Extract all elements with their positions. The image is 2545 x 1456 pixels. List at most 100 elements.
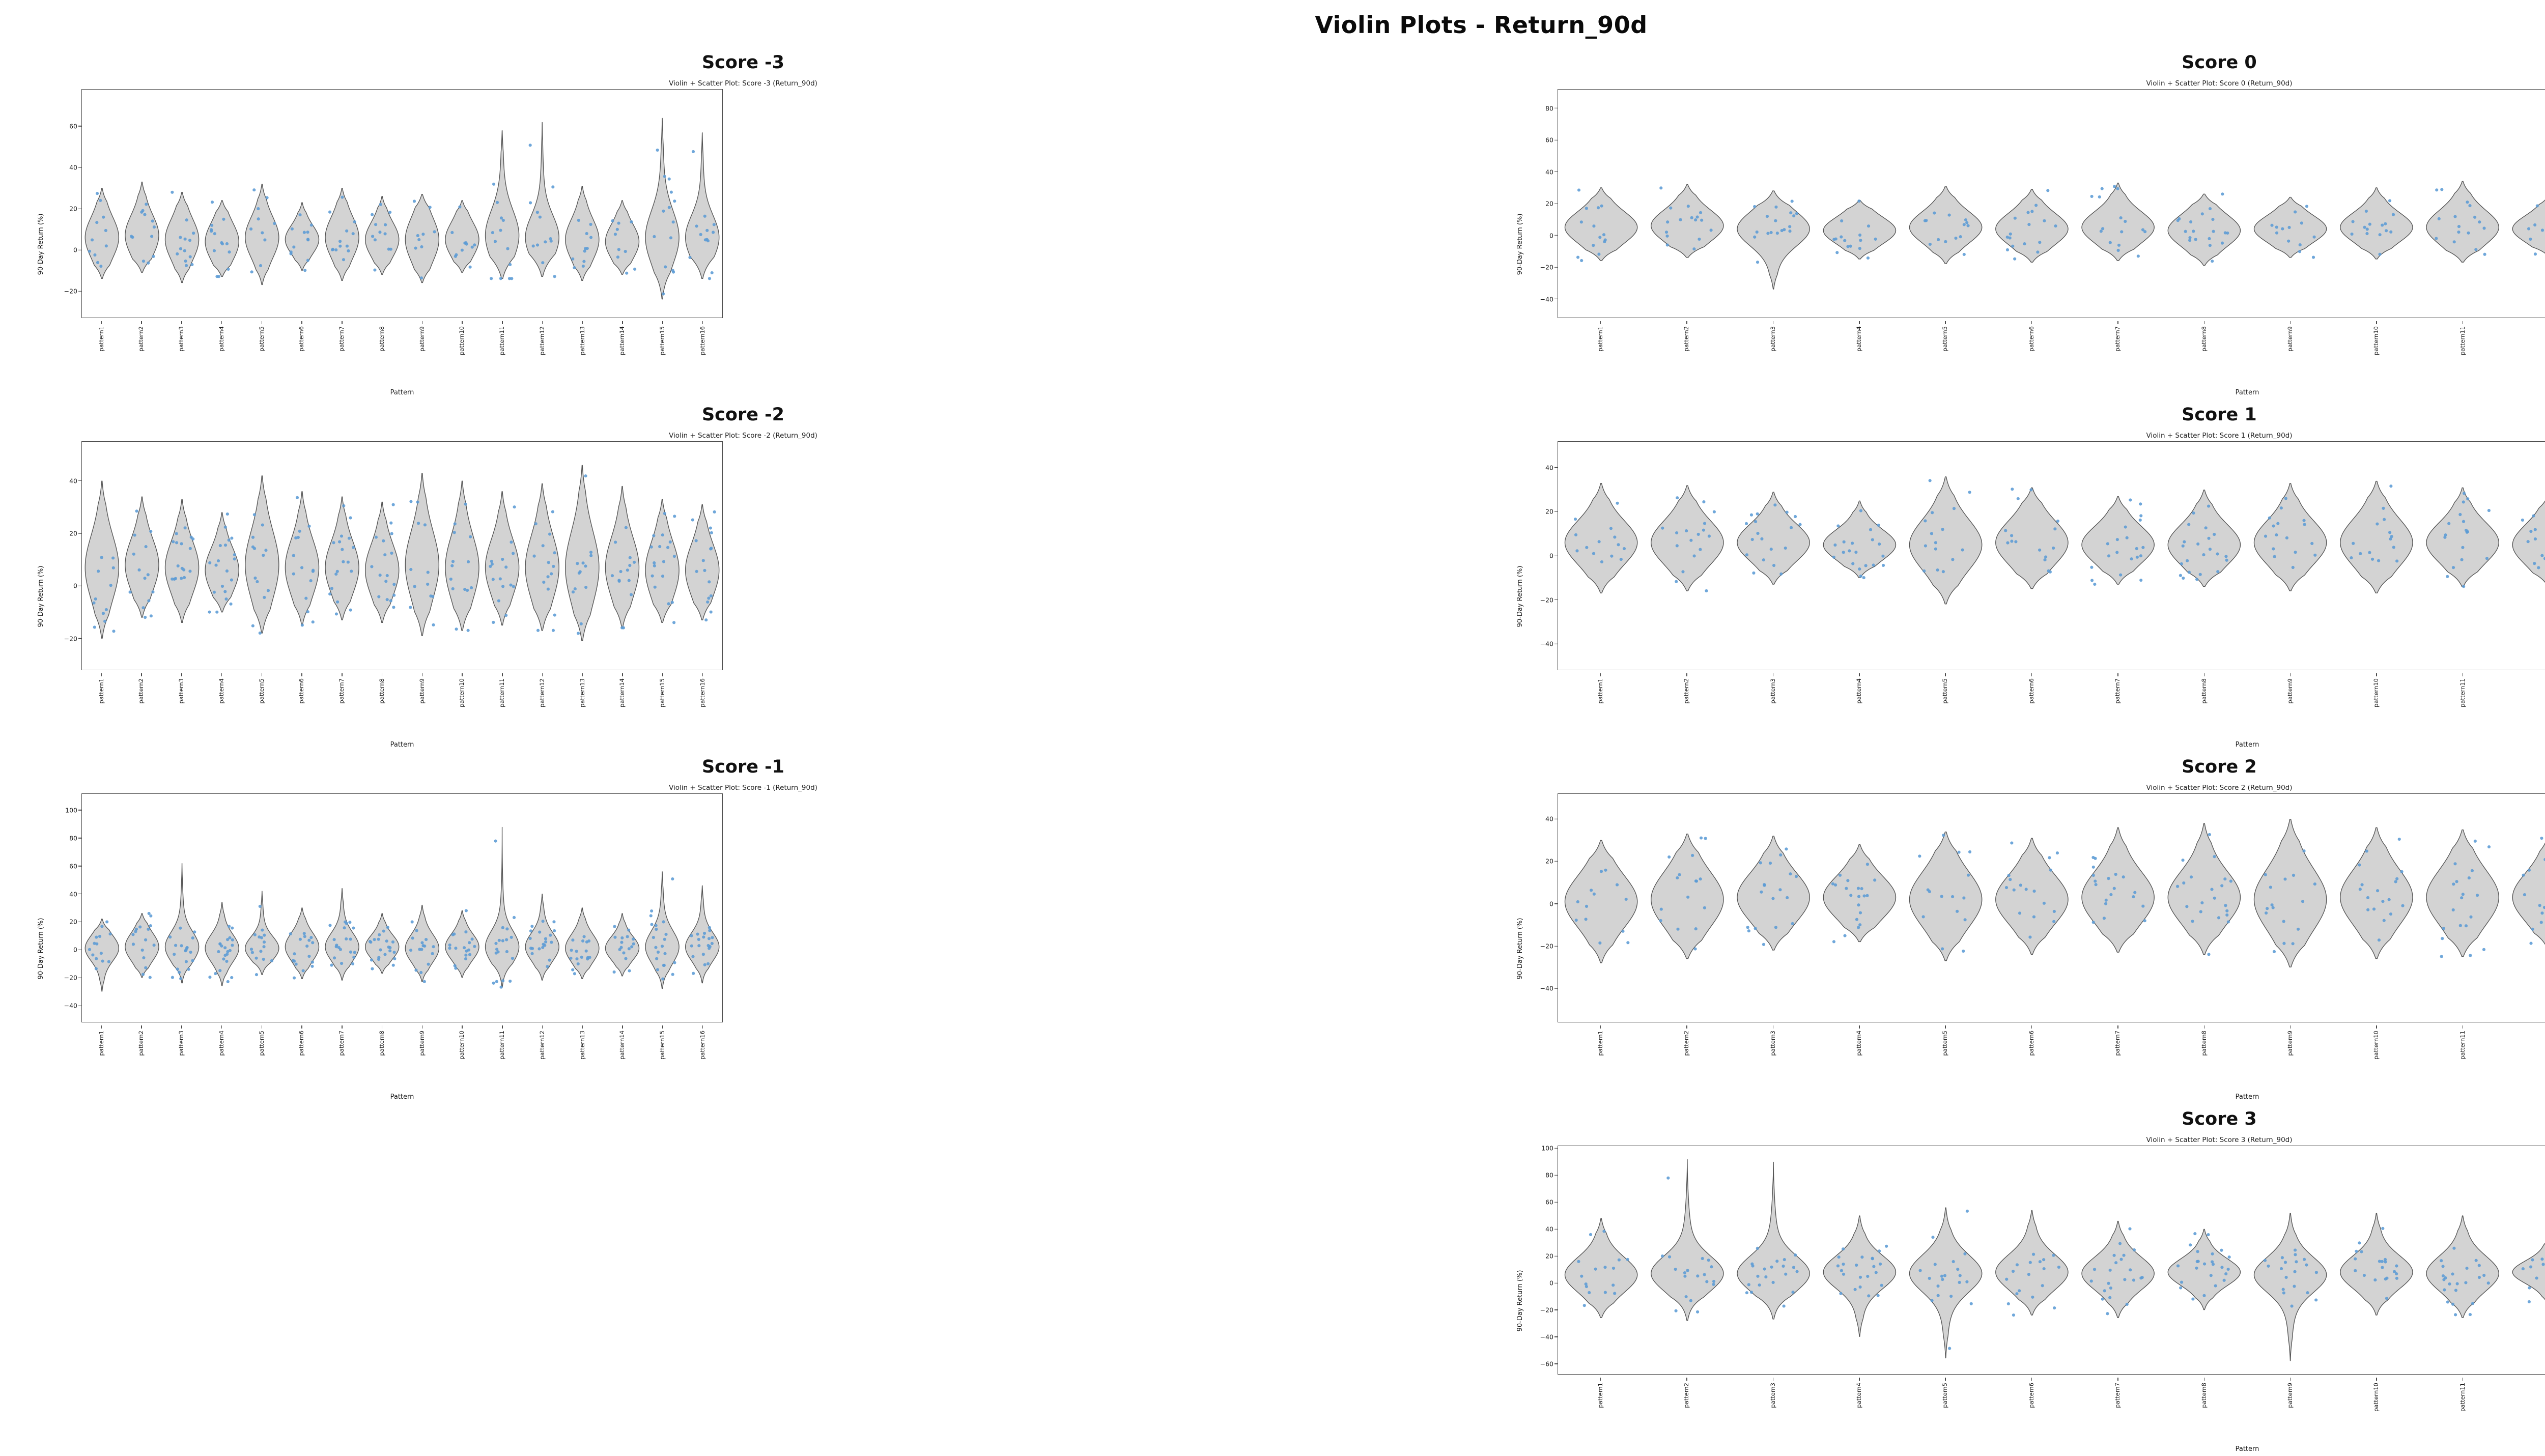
scatter-point (1784, 1272, 1788, 1276)
scatter-point (658, 545, 662, 549)
scatter-point (652, 935, 655, 939)
scatter-point (378, 231, 382, 234)
scatter-point (1659, 186, 1663, 190)
x-tick-pattern11: pattern11 (497, 1025, 507, 1062)
scatter-point (710, 531, 713, 534)
scatter-point (2208, 237, 2211, 240)
scatter-point (311, 569, 315, 573)
x-axis-label: Pattern (390, 741, 414, 749)
x-tick-mark (1600, 321, 1601, 324)
scatter-point (2180, 1280, 2184, 1284)
scatter-point (1747, 1283, 1750, 1287)
scatter-point (2453, 215, 2457, 218)
scatter-point (228, 949, 232, 952)
scatter-point (553, 613, 556, 617)
x-tick-label: pattern2 (137, 678, 145, 704)
panel-subtitle: Violin + Scatter Plot: Score -3 (Return_… (669, 79, 817, 88)
scatter-point (352, 546, 355, 549)
scatter-point (1840, 1269, 1843, 1272)
scatter-point (2287, 239, 2290, 243)
scatter-point (2532, 514, 2535, 518)
violin-body (565, 465, 600, 642)
scatter-point (2093, 582, 2097, 586)
x-tick-mark (2376, 1378, 2377, 1381)
scatter-point (2468, 1312, 2472, 1317)
violin-panel-score--2: Score -2 Violin + Scatter Plot: Score -2 … (5, 401, 1481, 752)
scatter-point (1745, 553, 1749, 557)
violin-body (1737, 836, 1810, 951)
scatter-point (2372, 907, 2376, 911)
scatter-point (336, 600, 340, 604)
scatter-point (2543, 557, 2545, 560)
violin-pattern8 (364, 196, 400, 275)
violin-body (645, 871, 680, 989)
violin-body (1737, 190, 1810, 290)
x-tick-label: pattern11 (2458, 1383, 2466, 1412)
scatter-point (1930, 1299, 1934, 1302)
x-tick-pattern9: pattern9 (2285, 1378, 2296, 1410)
scatter-point (345, 922, 348, 925)
scatter-point (2132, 895, 2135, 899)
scatter-point (494, 839, 497, 843)
scatter-point (707, 596, 711, 600)
scatter-point (2129, 498, 2132, 502)
scatter-point (1965, 1209, 1969, 1213)
scatter-point (2202, 1262, 2207, 1266)
scatter-point (306, 238, 310, 241)
x-tick-pattern5: pattern5 (257, 673, 267, 706)
x-tick-pattern15: pattern15 (658, 673, 668, 709)
scatter-point (1699, 548, 1702, 551)
y-tick: −40 (1540, 1333, 1558, 1340)
scatter-point (617, 248, 620, 251)
scatter-point (1962, 223, 1966, 226)
violin-pattern3 (164, 190, 200, 283)
x-tick-label: pattern7 (2114, 1383, 2122, 1408)
scatter-point (261, 523, 264, 527)
scatter-point (2091, 873, 2095, 877)
scatter-point (650, 923, 654, 926)
scatter-point (2224, 904, 2227, 907)
violin-body (2340, 480, 2413, 593)
scatter-point (2454, 1313, 2457, 1317)
scatter-point (1597, 540, 1601, 544)
scatter-point (1694, 927, 1698, 931)
scatter-point (1604, 868, 1607, 872)
scatter-point (656, 950, 660, 954)
scatter-point (1940, 1274, 1944, 1278)
scatter-point (650, 909, 654, 913)
scatter-point (453, 522, 457, 526)
violin-pattern11 (485, 826, 520, 989)
violin-pattern7 (2081, 827, 2155, 953)
x-tick-label: pattern1 (97, 678, 105, 704)
scatter-point (144, 966, 148, 969)
x-tick-pattern2: pattern2 (136, 673, 147, 706)
scatter-point (307, 954, 311, 958)
scatter-point (431, 952, 434, 955)
scatter-point (2217, 916, 2221, 920)
scatter-point (231, 944, 234, 947)
scatter-point (1865, 863, 1870, 866)
scatter-point (306, 610, 309, 614)
scatter-point (691, 955, 695, 958)
scatter-point (189, 950, 192, 954)
scatter-point (258, 904, 262, 908)
scatter-point (1881, 554, 1885, 558)
scatter-point (504, 565, 508, 569)
y-tick: 20 (69, 918, 81, 926)
violin-body (445, 200, 479, 273)
scatter-point (220, 241, 223, 245)
scatter-point (491, 231, 494, 235)
scatter-point (655, 928, 658, 931)
x-tick-mark (2031, 1025, 2032, 1029)
scatter-point (627, 947, 631, 951)
scatter-point (259, 264, 263, 268)
scatter-point (225, 959, 229, 963)
x-tick-label: pattern9 (2286, 678, 2294, 704)
scatter-point (147, 911, 151, 916)
x-tick-label: pattern2 (1683, 1031, 1690, 1056)
scatter-point (307, 524, 311, 528)
panel-subtitle: Violin + Scatter Plot: Score 1 (Return_9… (2146, 432, 2293, 440)
scatter-point (2220, 1266, 2224, 1269)
x-tick-label: pattern8 (378, 678, 385, 704)
scatter-point (544, 937, 548, 940)
